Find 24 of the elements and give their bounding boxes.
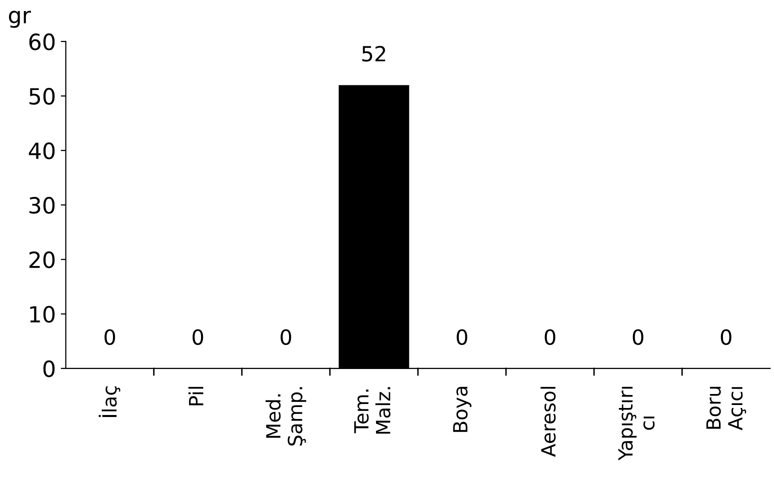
x-tick-label: Tem. Malz. bbox=[354, 387, 390, 434]
y-tick-label: 30 bbox=[29, 196, 55, 214]
y-tick-label: 10 bbox=[30, 306, 55, 323]
y-tick-label: 0 bbox=[43, 360, 55, 378]
x-tick-label: Med. Şamp. bbox=[266, 387, 306, 446]
y-tick-label: 50 bbox=[30, 88, 55, 105]
data-label: 0 bbox=[104, 329, 116, 345]
y-tick-label: 20 bbox=[29, 251, 55, 268]
data-label: 0 bbox=[544, 329, 556, 345]
data-label: 52 bbox=[362, 46, 386, 62]
data-label: 0 bbox=[192, 329, 204, 345]
data-label: 0 bbox=[632, 329, 644, 345]
data-label: 0 bbox=[280, 329, 292, 345]
x-tick-label: Boya bbox=[453, 386, 472, 432]
y-axis-title: gr bbox=[8, 10, 31, 28]
data-label: 0 bbox=[720, 329, 732, 345]
x-tick-label: Yapıştırı cı bbox=[618, 386, 655, 461]
x-tick-label: İlaç bbox=[98, 386, 120, 417]
x-tick-label: Aeresol bbox=[540, 386, 556, 457]
data-label: 0 bbox=[456, 329, 468, 345]
y-tick-label: 40 bbox=[28, 142, 55, 160]
y-tick-label: 60 bbox=[29, 33, 55, 50]
x-tick-label: Boru Açıcı bbox=[706, 386, 746, 430]
x-tick-label: Pil bbox=[188, 386, 204, 406]
